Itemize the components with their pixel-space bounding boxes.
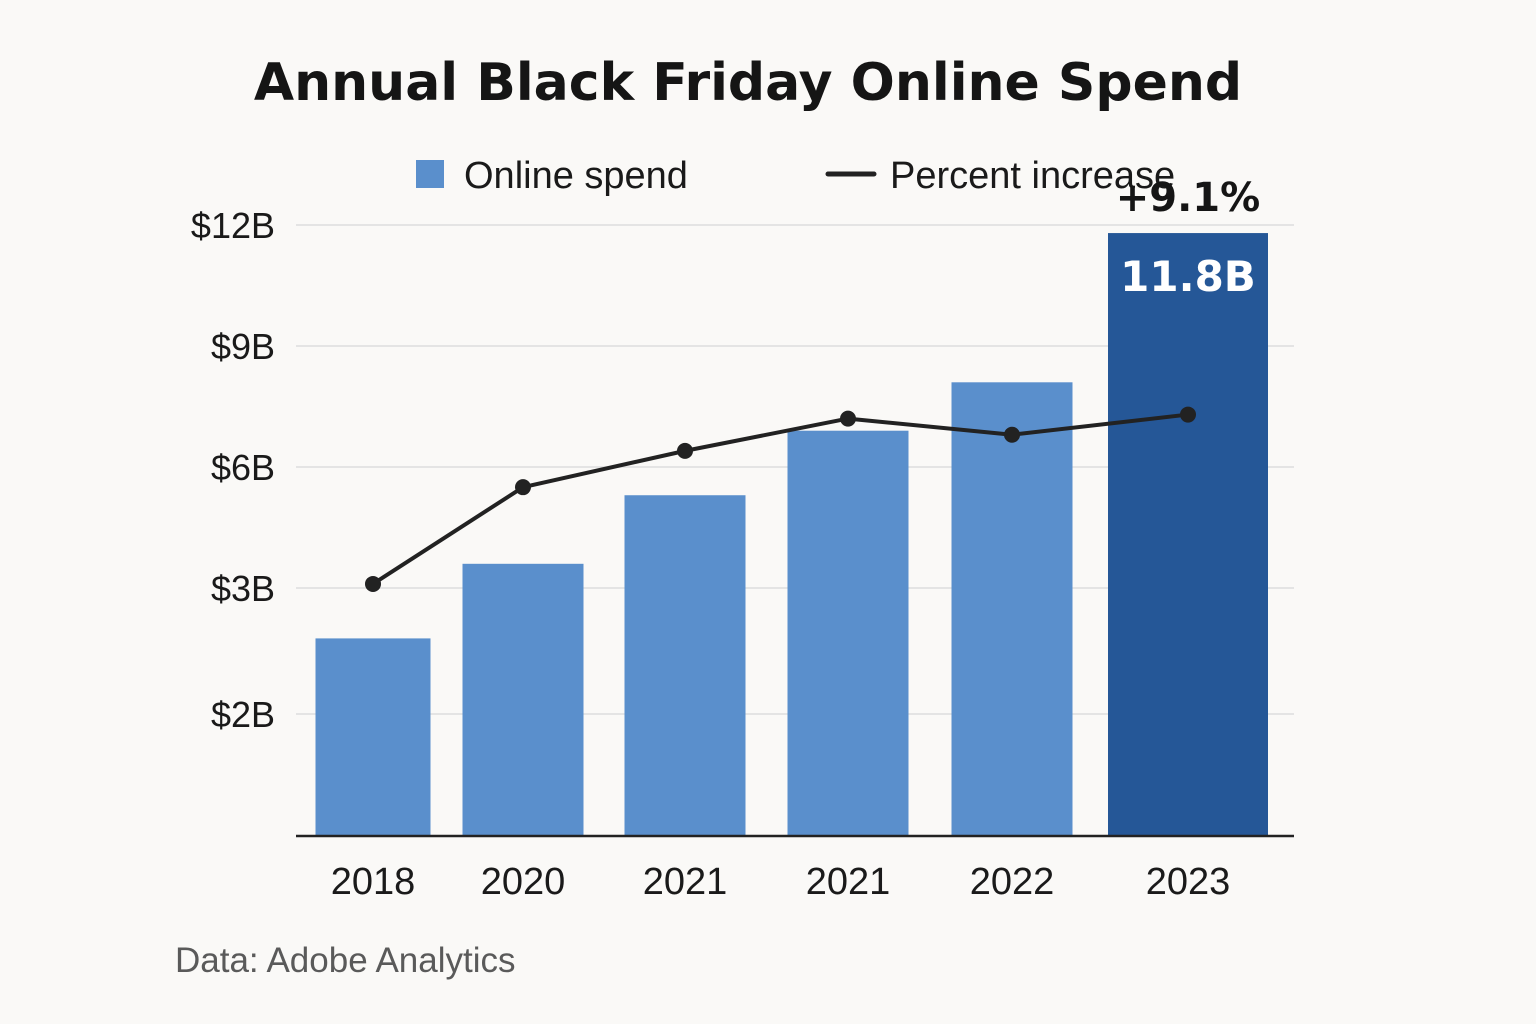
y-tick-label: $9B xyxy=(211,326,275,367)
line-series xyxy=(365,406,1196,592)
line-point xyxy=(840,410,856,427)
y-tick-label: $3B xyxy=(211,568,275,609)
bar xyxy=(951,382,1073,836)
line-point xyxy=(365,575,381,592)
legend: Online spend Percent increase xyxy=(416,155,1175,197)
highlight-bar-value-label: 11.8B xyxy=(1120,252,1256,301)
percent-line xyxy=(371,412,1189,586)
bar-highlight xyxy=(1108,233,1268,837)
legend-bar-label: Online spend xyxy=(464,155,688,197)
x-tick-label: 2021 xyxy=(643,861,728,903)
x-tick-label: 2022 xyxy=(970,861,1055,903)
x-axis-ticks: 2018 2020 2021 2021 2022 2023 xyxy=(331,861,1231,903)
bar xyxy=(624,495,746,836)
legend-bar-swatch xyxy=(416,160,444,188)
y-tick-label: $12B xyxy=(191,205,275,246)
percent-increase-label: +9.1% xyxy=(1116,175,1260,221)
bar-series xyxy=(315,233,1268,837)
bar xyxy=(462,563,584,836)
y-tick-label: $2B xyxy=(211,694,275,735)
chart-title: Annual Black Friday Online Spend xyxy=(254,53,1242,113)
x-tick-label: 2023 xyxy=(1146,861,1231,903)
line-point xyxy=(1004,426,1020,443)
y-axis-ticks: $2B $3B $6B $9B $12B xyxy=(191,205,275,735)
x-tick-label: 2021 xyxy=(806,861,891,903)
legend-line-label: Percent increase xyxy=(890,155,1175,197)
x-tick-label: 2020 xyxy=(481,861,566,903)
line-point xyxy=(1180,406,1196,423)
x-tick-label: 2018 xyxy=(331,861,416,903)
bar xyxy=(315,638,431,836)
line-point xyxy=(677,442,693,459)
source-note: Data: Adobe Analytics xyxy=(175,941,516,980)
bar xyxy=(787,430,909,836)
line-point xyxy=(515,479,531,496)
y-tick-label: $6B xyxy=(211,447,275,488)
